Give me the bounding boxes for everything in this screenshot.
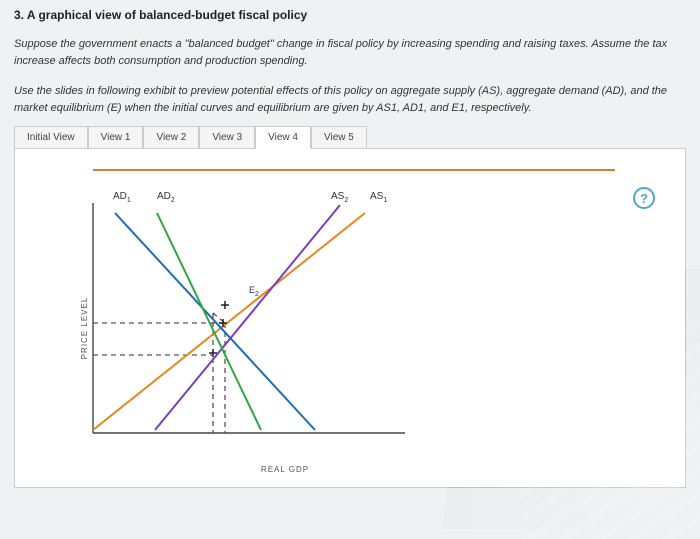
help-button[interactable]: ?	[633, 187, 655, 209]
question-paragraph-1: Suppose the government enacts a "balance…	[14, 36, 686, 69]
question-title: 3. A graphical view of balanced-budget f…	[14, 8, 686, 22]
question-paragraph-2: Use the slides in following exhibit to p…	[14, 83, 686, 116]
tab-view-3[interactable]: View 3	[199, 126, 255, 149]
chart-svg	[75, 195, 495, 443]
chart-panel: ? PRICE LEVEL REAL GDP AD1 AD2 AS1 AS2 E…	[14, 148, 686, 488]
label-as2: AS2	[331, 191, 348, 204]
label-ad2: AD2	[157, 191, 175, 204]
tab-view-5[interactable]: View 5	[311, 126, 367, 149]
tab-view-1[interactable]: View 1	[88, 126, 144, 149]
label-as1: AS1	[370, 191, 387, 204]
x-axis-label: REAL GDP	[261, 465, 309, 474]
tab-view-2[interactable]: View 2	[143, 126, 199, 149]
chart-top-rule	[93, 169, 615, 171]
tab-view-4[interactable]: View 4	[255, 126, 311, 149]
as-ad-chart: PRICE LEVEL REAL GDP AD1 AD2 AS1 AS2 E2	[75, 195, 495, 460]
view-tabs: Initial View View 1 View 2 View 3 View 4…	[14, 126, 686, 149]
label-ad1: AD1	[113, 191, 131, 204]
tab-initial-view[interactable]: Initial View	[14, 126, 88, 149]
label-e2: E2	[249, 285, 259, 298]
